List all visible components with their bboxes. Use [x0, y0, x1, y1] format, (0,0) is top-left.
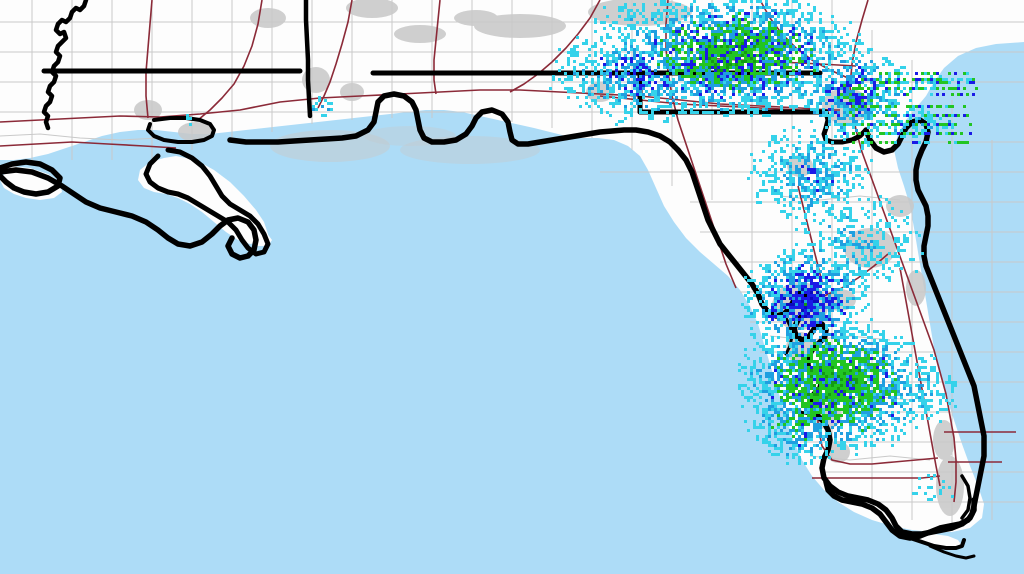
radar-map[interactable]	[0, 0, 1024, 574]
radar-echo-layer	[0, 0, 1024, 574]
